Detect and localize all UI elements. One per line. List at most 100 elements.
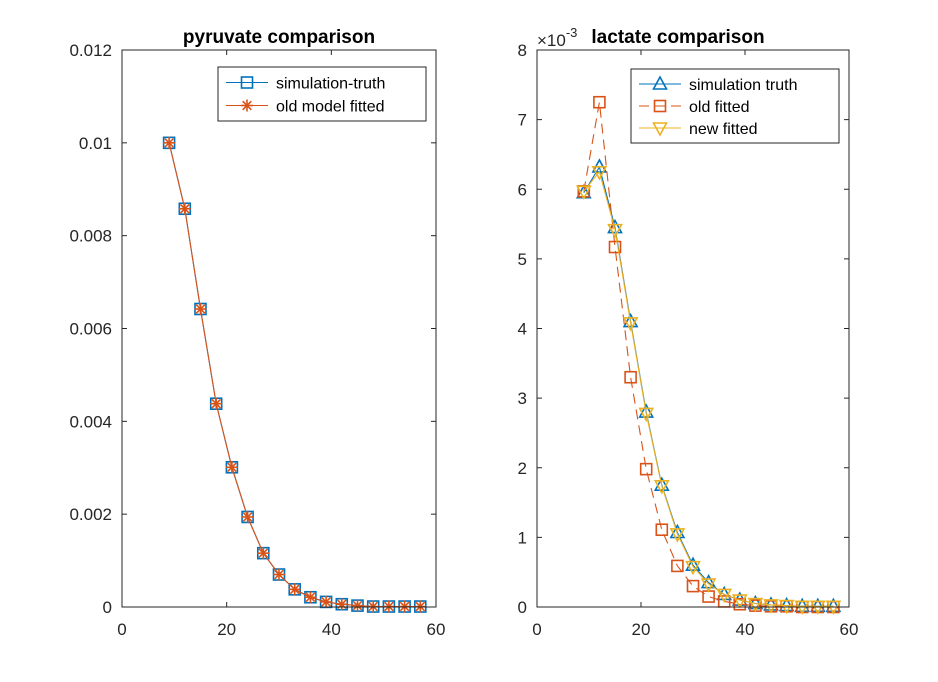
data-point <box>685 560 701 576</box>
exponent-base: ×10 <box>537 31 566 50</box>
legend-label: old model fitted <box>276 99 385 116</box>
data-point <box>622 312 639 328</box>
legend-marker <box>653 99 667 113</box>
y-tick-label: 5 <box>518 250 527 269</box>
data-point <box>653 480 670 495</box>
data-point <box>335 598 348 611</box>
y-tick-label: 6 <box>518 180 527 199</box>
x-tick-label: 20 <box>632 620 651 639</box>
data-point <box>778 596 795 612</box>
y-tick-label: 3 <box>518 389 527 408</box>
data-point <box>794 597 811 613</box>
series-line <box>583 170 834 607</box>
y-tick-label: 0.012 <box>69 41 112 60</box>
legend-item: old fitted <box>639 99 749 116</box>
legend-item: simulation-truth <box>226 76 385 93</box>
data-point <box>700 578 717 593</box>
x-tick-label: 40 <box>322 620 341 639</box>
legend-label: old fitted <box>689 99 749 116</box>
chart-title: lactate comparison <box>591 27 764 48</box>
data-point <box>763 596 779 611</box>
data-point <box>653 476 670 491</box>
data-point <box>809 597 826 613</box>
data-point <box>607 223 623 239</box>
plot-area <box>122 50 436 607</box>
legend-marker <box>652 75 668 90</box>
data-point <box>257 547 270 560</box>
data-point <box>163 136 176 149</box>
data-point <box>351 599 364 612</box>
data-point <box>655 523 669 537</box>
data-point <box>178 202 191 215</box>
legend-item: old model fitted <box>226 99 385 116</box>
y-tick-label: 8 <box>518 41 527 60</box>
y-tick-label: 0.01 <box>79 134 112 153</box>
x-tick-label: 60 <box>840 620 859 639</box>
data-point <box>225 461 238 474</box>
data-point <box>685 556 701 572</box>
data-point <box>320 595 333 608</box>
y-tick-label: 1 <box>518 528 527 547</box>
data-point <box>716 588 733 604</box>
data-point <box>304 591 317 604</box>
y-tick-label: 0.002 <box>69 505 112 524</box>
data-point <box>624 370 637 384</box>
data-point <box>194 303 207 316</box>
y-tick-label: 0 <box>103 598 112 617</box>
y-tick-label: 0.008 <box>69 227 112 246</box>
legend-label: new fitted <box>689 121 757 138</box>
legend: simulation truth old fitted new fitted <box>630 68 840 144</box>
x-tick-label: 60 <box>427 620 446 639</box>
data-point <box>288 583 301 596</box>
data-point <box>763 599 779 614</box>
data-point <box>671 559 684 573</box>
y-tick-label: 0 <box>518 598 527 617</box>
data-point <box>639 462 653 476</box>
data-point <box>747 597 764 613</box>
data-point <box>700 573 717 589</box>
series-layer <box>162 136 427 613</box>
legend-marker <box>652 122 668 137</box>
data-point <box>575 185 592 201</box>
exponent-power: -3 <box>566 25 578 40</box>
exponent-label: ×10-3 <box>537 25 577 50</box>
axes-box <box>536 49 850 608</box>
data-point <box>825 597 842 613</box>
legend-label: simulation truth <box>689 77 798 94</box>
legend-item: simulation truth <box>639 75 798 94</box>
data-point <box>733 597 747 611</box>
legend-marker <box>240 76 254 89</box>
y-tick-label: 0.004 <box>69 412 112 431</box>
data-point <box>608 240 622 254</box>
legend-item: new fitted <box>639 121 757 138</box>
lactate-chart: lactate comparison ×10-3 0 20 40 60 0 1 2 3 4 5 6 7… <box>518 25 859 639</box>
legend-marker <box>241 99 253 112</box>
series-new-fitted <box>575 166 842 615</box>
legend: simulation-truth old model fitted <box>217 66 427 122</box>
data-point <box>638 407 655 423</box>
data-point <box>731 594 748 609</box>
data-point <box>593 95 606 109</box>
y-tick-label: 0.006 <box>69 320 112 339</box>
data-point <box>241 510 254 523</box>
y-tick-label: 2 <box>518 459 527 478</box>
axes-box <box>121 49 437 608</box>
data-point <box>669 523 686 539</box>
chart-title: pyruvate comparison <box>183 27 375 48</box>
data-point <box>686 579 700 593</box>
data-point <box>591 166 608 181</box>
axis-ticks: 0 20 40 60 0 0.002 0.004 0.006 0.008 0.01 0.012 <box>69 41 445 639</box>
data-point <box>669 528 686 543</box>
series-layer <box>575 95 842 615</box>
legend-box <box>217 66 427 122</box>
x-tick-label: 0 <box>117 620 126 639</box>
x-tick-label: 20 <box>217 620 236 639</box>
x-tick-label: 40 <box>736 620 755 639</box>
pyruvate-chart: pyruvate comparison 0 20 40 60 0 0.002 0.004 0.… <box>69 27 445 639</box>
y-tick-label: 4 <box>518 320 527 339</box>
data-point <box>210 397 223 410</box>
y-tick-label: 7 <box>518 111 527 130</box>
series-old-model-fitted <box>163 136 427 613</box>
legend-label: simulation-truth <box>276 76 385 93</box>
